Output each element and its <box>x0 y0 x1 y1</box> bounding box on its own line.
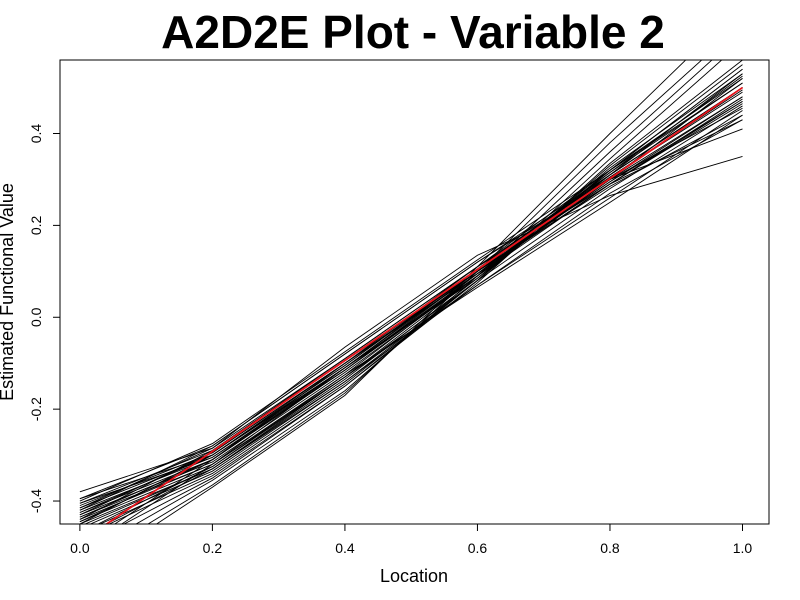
curve-line-15 <box>108 60 743 524</box>
curve-line-16 <box>123 60 723 524</box>
curve-line-13 <box>89 68 743 524</box>
x-tick-label: 0.8 <box>600 540 620 556</box>
y-tick-label: -0.2 <box>28 397 44 421</box>
curve-line-30 <box>79 78 743 504</box>
chart-title: A2D2E Plot - Variable 2 <box>161 6 665 58</box>
x-tick-label: 0.2 <box>203 540 223 556</box>
x-tick-label: 0.4 <box>335 540 355 556</box>
curve-line-28 <box>79 105 743 518</box>
y-tick-label: 0.0 <box>28 307 44 327</box>
mean-curve-line <box>105 86 744 524</box>
curve-line-7 <box>79 96 743 513</box>
x-tick-label: 0.6 <box>468 540 488 556</box>
curve-line-18 <box>147 60 703 524</box>
curve-line-2 <box>79 128 743 500</box>
curve-line-24 <box>79 87 743 511</box>
curve-line-34 <box>79 98 743 516</box>
x-axis: 0.0 0.2 0.4 0.6 0.8 1.0 <box>70 523 753 556</box>
curve-line-4 <box>79 114 743 507</box>
curve-line-1 <box>79 156 743 493</box>
curve-line-25 <box>79 82 743 502</box>
x-tick-label: 1.0 <box>733 540 753 556</box>
mean-layer <box>105 86 744 524</box>
curve-line-27 <box>79 87 743 513</box>
curve-line-19 <box>155 60 687 524</box>
curve-line-9 <box>79 87 743 518</box>
y-tick-label: 0.4 <box>28 124 44 144</box>
curve-line-35 <box>79 103 743 523</box>
y-axis-label: Estimated Functional Value <box>0 183 17 401</box>
curve-line-12 <box>79 73 743 524</box>
y-tick-label: 0.2 <box>28 215 44 235</box>
y-tick-label: -0.4 <box>28 489 44 513</box>
curve-line-11 <box>79 78 743 523</box>
curve-line-21 <box>97 114 743 524</box>
y-axis: -0.4 -0.2 0.0 0.2 0.4 <box>28 124 61 513</box>
x-axis-label: Location <box>380 566 448 586</box>
curve-line-31 <box>79 73 743 500</box>
curve-line-3 <box>79 119 743 504</box>
curves-layer <box>79 60 743 524</box>
x-tick-label: 0.0 <box>70 540 90 556</box>
